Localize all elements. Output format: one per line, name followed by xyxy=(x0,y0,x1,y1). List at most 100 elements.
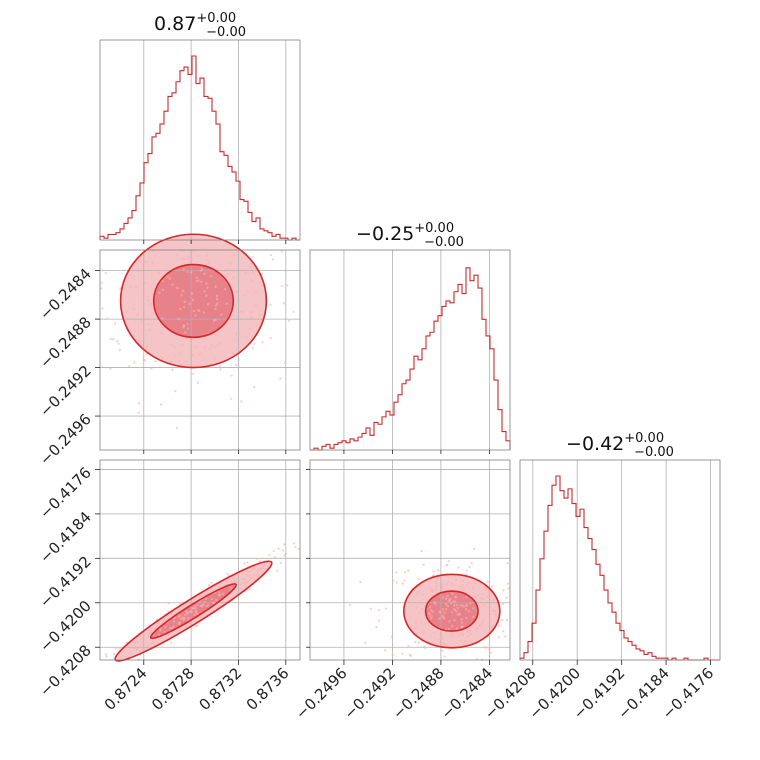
sample-point xyxy=(465,603,469,606)
sample-point xyxy=(154,254,157,258)
sample-point xyxy=(186,322,189,326)
sample-point xyxy=(186,255,189,258)
sample-point xyxy=(147,295,150,298)
sample-point xyxy=(184,613,187,617)
sample-point xyxy=(109,367,112,370)
sample-point xyxy=(466,634,470,638)
sample-point xyxy=(472,547,476,550)
sample-point xyxy=(254,290,258,293)
sample-point xyxy=(460,621,464,624)
sample-point xyxy=(451,592,454,596)
sample-point xyxy=(252,577,255,581)
sample-point xyxy=(177,360,181,363)
sample-point xyxy=(453,618,456,622)
sample-point xyxy=(464,608,468,611)
sample-point xyxy=(182,326,185,329)
sample-point xyxy=(194,605,197,608)
sample-point xyxy=(181,257,184,260)
xtick-label-p1-2: −0.2488 xyxy=(389,664,448,723)
sample-point xyxy=(451,633,454,636)
sample-point xyxy=(403,579,406,582)
sample-point xyxy=(177,622,181,625)
sample-point xyxy=(404,571,407,574)
sample-point xyxy=(213,346,216,349)
sample-point xyxy=(497,636,501,639)
sample-point xyxy=(419,584,422,588)
sample-point xyxy=(218,593,221,597)
sample-point xyxy=(428,612,431,615)
sample-point xyxy=(194,607,198,610)
sample-point xyxy=(452,604,456,607)
sample-point xyxy=(166,275,170,279)
contour-fill-inner-1 xyxy=(150,583,237,639)
sample-point xyxy=(418,590,421,593)
ytick-label-p1-2: −0.2488 xyxy=(36,313,95,372)
sample-point xyxy=(147,322,150,326)
sample-point xyxy=(157,633,161,637)
sample-point xyxy=(142,260,146,264)
sample-point xyxy=(229,397,233,401)
sample-point xyxy=(401,652,404,655)
sample-point xyxy=(136,640,140,644)
sample-point xyxy=(118,348,121,352)
sample-point xyxy=(292,310,295,314)
sample-point xyxy=(271,258,275,261)
sample-point xyxy=(173,354,177,357)
contour-fill-inner-2 xyxy=(425,591,478,632)
sample-point xyxy=(145,641,149,644)
sample-point xyxy=(173,345,176,348)
sample-point xyxy=(183,617,186,621)
sample-point xyxy=(113,322,117,325)
sample-point xyxy=(465,569,468,572)
contour-inner-2 xyxy=(424,590,479,632)
sample-point xyxy=(440,636,443,639)
sample-point xyxy=(180,363,184,366)
sample-point xyxy=(114,647,117,650)
sample-point xyxy=(111,338,115,341)
sample-point xyxy=(432,631,436,634)
sample-point xyxy=(445,583,448,586)
sample-point xyxy=(286,284,289,287)
sample-point xyxy=(104,271,108,275)
panel-diag-2 xyxy=(519,459,721,661)
sample-point xyxy=(205,282,208,285)
sample-point xyxy=(484,587,488,590)
sample-point xyxy=(441,649,444,652)
sample-point xyxy=(438,638,442,641)
sample-point xyxy=(141,648,145,652)
sample-point xyxy=(152,641,155,645)
sample-point xyxy=(167,633,170,636)
panel-1-2 xyxy=(309,459,511,661)
sample-point xyxy=(177,317,180,320)
sample-point xyxy=(199,595,202,598)
sample-point xyxy=(192,249,195,253)
sample-point xyxy=(203,601,206,604)
scatter-0-1 xyxy=(100,249,295,430)
contour-outer-2 xyxy=(403,573,501,649)
sample-point xyxy=(142,291,146,295)
panel-diag-1 xyxy=(309,249,511,451)
sample-point xyxy=(148,328,152,331)
sample-point xyxy=(137,411,140,414)
sample-point xyxy=(488,647,491,651)
sample-point xyxy=(276,569,279,572)
sample-point xyxy=(430,615,433,618)
sample-point xyxy=(476,594,480,597)
sample-point xyxy=(137,658,141,661)
sample-point xyxy=(465,631,469,634)
sample-point xyxy=(443,611,446,614)
sample-point xyxy=(181,289,185,293)
sample-point xyxy=(219,342,222,345)
sample-point xyxy=(162,618,166,621)
sample-point xyxy=(193,613,196,617)
sample-point xyxy=(244,578,247,581)
sample-point xyxy=(190,292,194,295)
sample-point xyxy=(294,545,297,548)
sample-point xyxy=(164,625,167,629)
sample-point xyxy=(253,385,256,389)
sample-point xyxy=(145,345,149,348)
sample-point xyxy=(109,337,112,341)
sample-point xyxy=(454,578,458,582)
sample-point xyxy=(414,626,418,630)
